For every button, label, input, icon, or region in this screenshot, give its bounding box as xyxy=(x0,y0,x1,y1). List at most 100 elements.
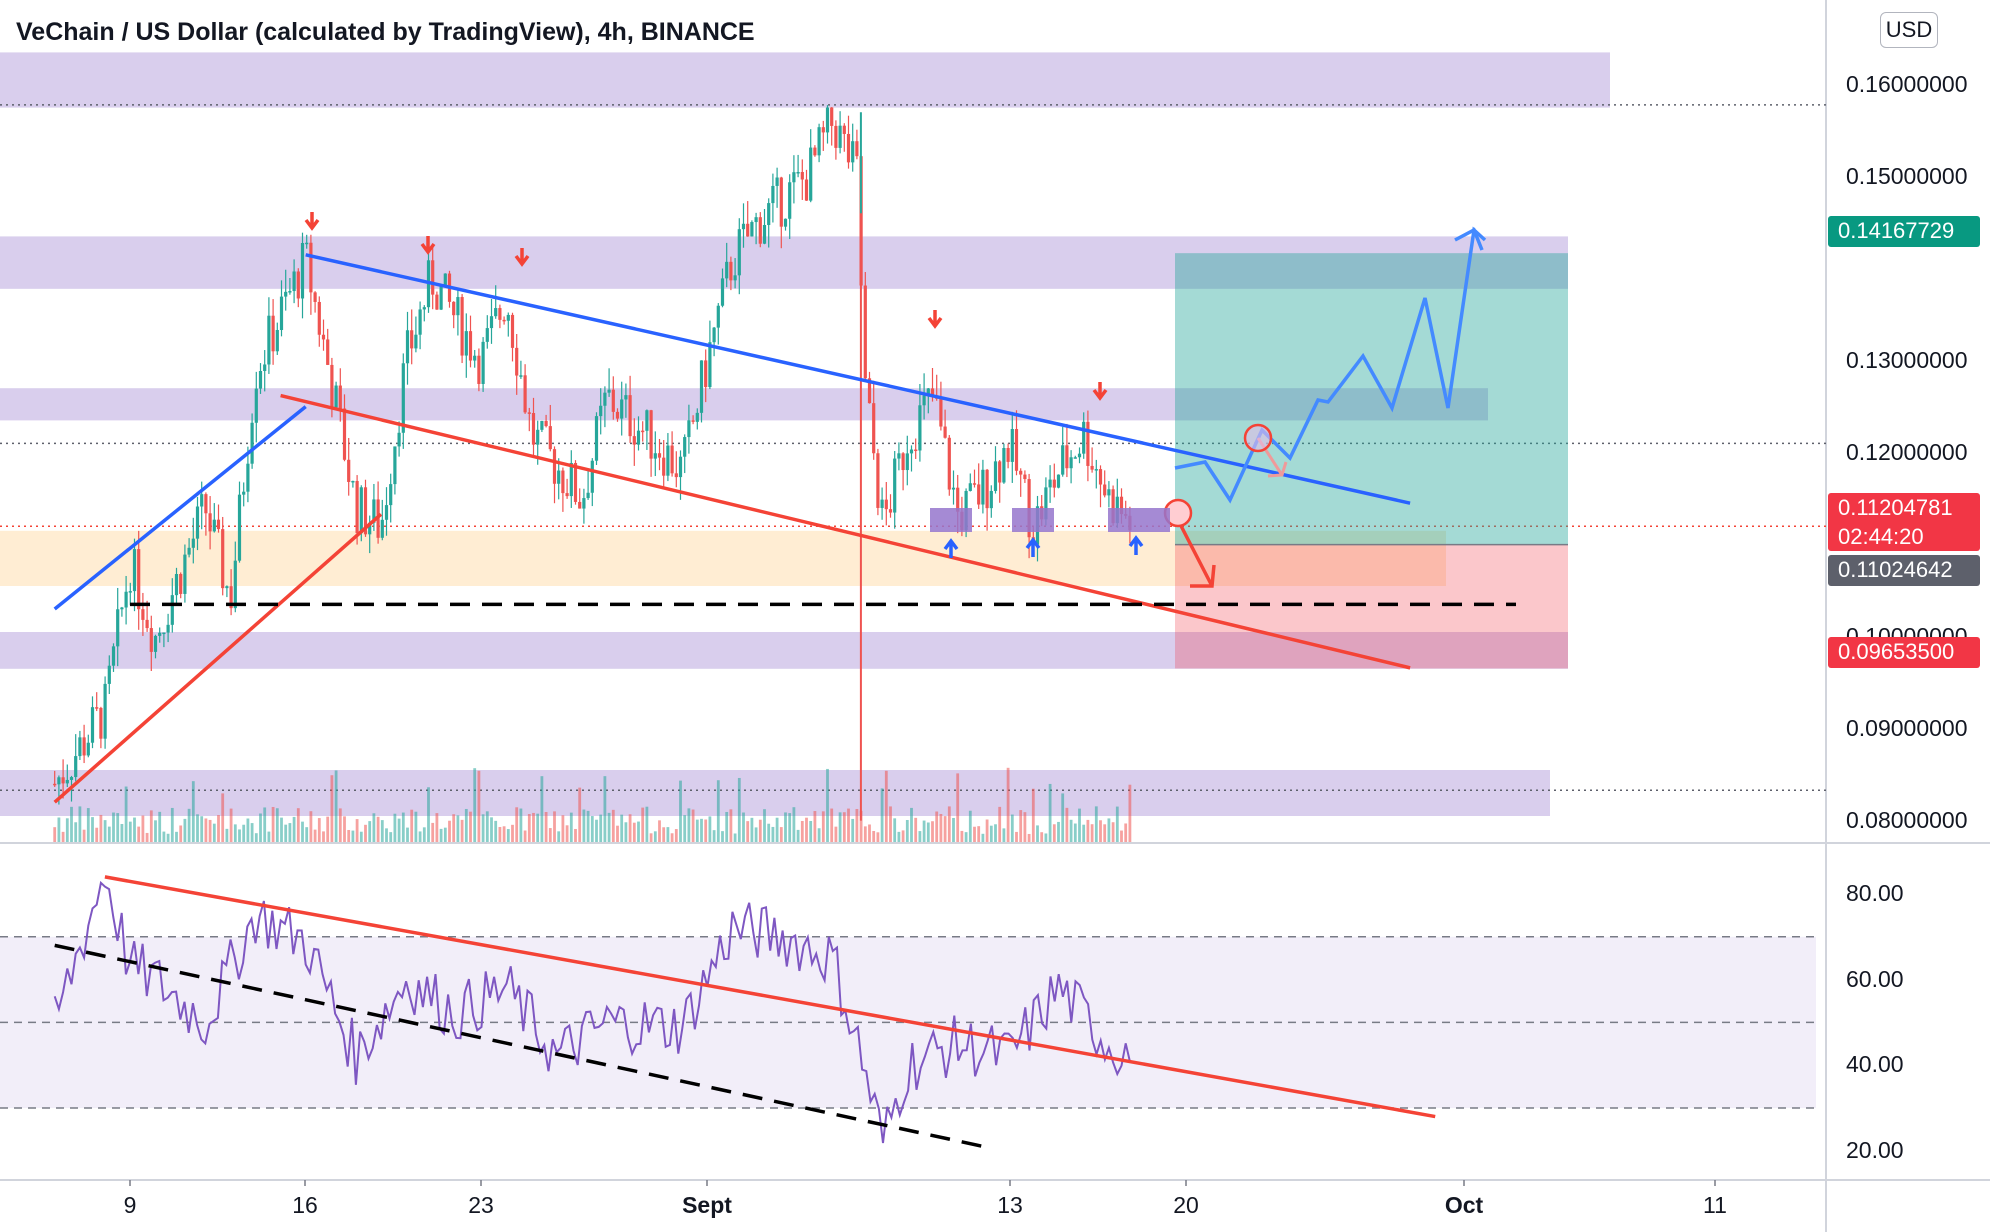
candle-body xyxy=(750,222,754,237)
volume-bar xyxy=(1069,819,1073,842)
volume-bar xyxy=(410,809,414,842)
volume-bar xyxy=(977,826,981,842)
candle-body xyxy=(872,403,876,454)
price-tick-label: 0.16000000 xyxy=(1846,70,1968,97)
candle-body xyxy=(128,591,132,593)
volume-bar xyxy=(569,812,573,842)
volume-bar xyxy=(910,807,913,842)
candle-body xyxy=(86,742,90,756)
volume-bar xyxy=(284,824,288,842)
volume-bar xyxy=(1111,822,1115,842)
volume-bar xyxy=(603,776,607,842)
candle-body xyxy=(473,355,477,361)
volume-bar xyxy=(557,831,561,842)
time-tick-label: 20 xyxy=(1173,1192,1199,1218)
volume-bar xyxy=(422,827,426,842)
time-tick-label: 9 xyxy=(123,1192,137,1218)
candle-body xyxy=(1094,469,1098,471)
candle-body xyxy=(153,635,158,652)
volume-bar xyxy=(985,819,989,842)
time-tick-label: 23 xyxy=(468,1192,494,1218)
time-tick-label: Oct xyxy=(1444,1192,1484,1218)
volume-bar xyxy=(288,823,292,842)
candle-body xyxy=(120,607,124,610)
breakout-marker-circle xyxy=(1243,423,1273,453)
candle-body xyxy=(342,408,347,460)
price-tick-label: 0.08000000 xyxy=(1846,806,1968,833)
volume-bar xyxy=(351,830,355,842)
candle-body xyxy=(712,327,716,343)
candle-body xyxy=(347,459,351,482)
candle-body xyxy=(1048,479,1052,488)
candle-body xyxy=(884,499,888,510)
volume-bar xyxy=(120,823,124,842)
volume-bar xyxy=(99,814,103,842)
candle-body xyxy=(90,707,95,743)
volume-bar xyxy=(590,816,594,842)
candle-body xyxy=(275,329,279,352)
volume-bar xyxy=(788,813,792,842)
volume-bars xyxy=(53,767,1132,842)
target-price-tag: 0.14167729 xyxy=(1828,216,1980,247)
candle-body xyxy=(288,291,292,293)
stop-zone xyxy=(1175,544,1568,669)
volume-bar xyxy=(494,820,498,842)
volume-bar xyxy=(490,817,493,842)
volume-bar xyxy=(427,787,430,842)
candle-body xyxy=(326,339,330,365)
candle-body xyxy=(599,405,603,417)
volume-bar xyxy=(784,812,787,842)
candle-body xyxy=(523,375,527,413)
volume-bar xyxy=(1086,819,1090,842)
candle-body xyxy=(531,413,536,445)
candle-body xyxy=(582,498,586,509)
volume-bar xyxy=(267,831,271,842)
trend-drawings[interactable] xyxy=(53,212,1516,804)
candle-body xyxy=(573,462,578,502)
volume-bar xyxy=(893,818,897,842)
candle-body xyxy=(1006,448,1010,462)
candle-body xyxy=(1052,479,1056,488)
candle-body xyxy=(132,549,137,592)
volume-bar xyxy=(758,819,762,842)
volume-bar xyxy=(889,806,892,842)
volume-bar xyxy=(578,787,582,842)
candle-body xyxy=(452,301,456,316)
volume-bar xyxy=(582,809,586,842)
volume-bar xyxy=(884,770,888,842)
candle-body xyxy=(221,529,225,589)
volume-bar xyxy=(296,808,300,842)
candle-body xyxy=(876,453,880,508)
candle-body xyxy=(930,388,935,396)
long-position-tool[interactable] xyxy=(1175,253,1568,669)
candle-body xyxy=(998,461,1002,483)
candle-body xyxy=(611,389,615,412)
volume-bar xyxy=(469,811,472,842)
time-tick-label: 13 xyxy=(997,1192,1023,1218)
volume-bar xyxy=(1002,828,1006,842)
candle-body xyxy=(729,261,733,281)
volume-bar xyxy=(448,820,451,842)
candle-body xyxy=(464,331,468,356)
candle-body xyxy=(737,229,741,276)
volume-bar xyxy=(145,832,149,842)
red-trendline xyxy=(280,393,1411,670)
candle-body xyxy=(410,330,414,349)
volume-bar xyxy=(729,809,733,842)
volume-bar xyxy=(561,815,565,842)
candle-body xyxy=(540,420,544,430)
candle-body xyxy=(166,624,170,633)
candle-body xyxy=(338,385,342,409)
volume-bar xyxy=(78,806,82,842)
volume-bar xyxy=(57,817,61,842)
candle-body xyxy=(200,494,204,507)
down-arrow-icon xyxy=(927,310,943,329)
candle-body xyxy=(901,453,905,471)
volume-bar xyxy=(767,823,771,842)
candle-body xyxy=(653,453,657,459)
candle-body xyxy=(561,470,565,494)
currency-button[interactable]: USD xyxy=(1880,12,1938,48)
candle-body xyxy=(981,469,985,505)
candle-body xyxy=(830,107,834,126)
